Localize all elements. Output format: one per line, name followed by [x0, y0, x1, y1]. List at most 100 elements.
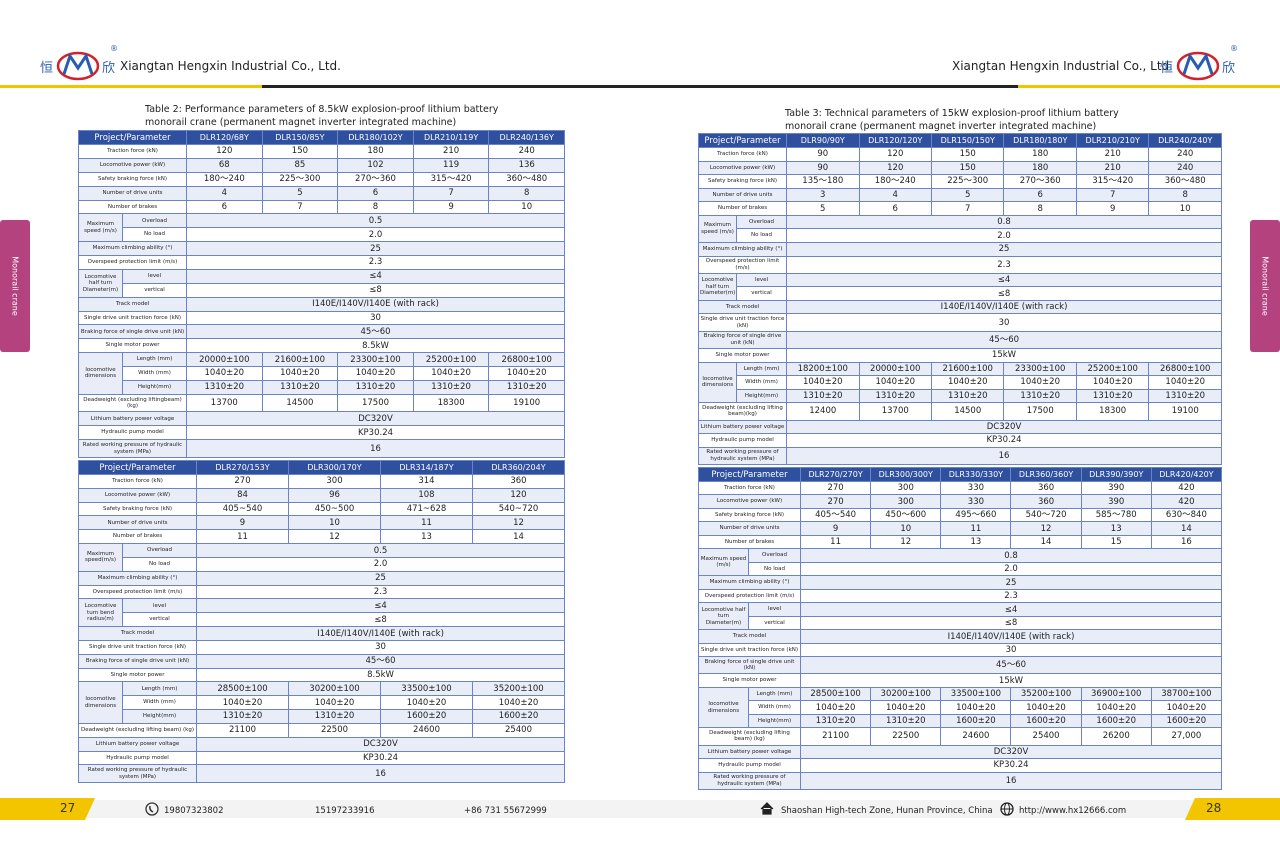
value-cell: 24600	[379, 722, 473, 738]
table-row: Maximum speed(m/s) Overload 0.5	[78, 543, 565, 572]
row-label: Overload	[121, 213, 188, 229]
row-label: Number of brakes	[697, 534, 802, 550]
rule	[0, 85, 262, 88]
table-row: Number of drive units 4 5 6 7 8	[77, 185, 565, 201]
header-cell: Project/Parameter	[77, 460, 198, 475]
value-cell: 180～240	[186, 171, 263, 187]
value-cell: 8	[1148, 187, 1222, 203]
header-cell: DLR300/300Y	[870, 467, 942, 482]
value-cell: 7	[412, 185, 490, 201]
value-cell: 300	[870, 480, 942, 496]
header-cell: DLR300/170Y	[288, 460, 381, 475]
row-label: Overload	[121, 543, 198, 558]
value-cell: 35200±100	[1010, 686, 1082, 702]
row-label: Locomotive power (kW)	[77, 487, 198, 503]
value-cell: 135～180	[786, 174, 860, 189]
logo-char: 恒	[1160, 61, 1173, 76]
row-label: Traction force (kN)	[77, 474, 198, 489]
value-cell: 1310±20	[858, 388, 932, 404]
value-cell: 240	[1148, 160, 1222, 176]
row-label: Height(mm)	[121, 709, 198, 724]
value-cell: 1040±20	[196, 695, 289, 711]
value-cell: 4	[186, 185, 263, 201]
logo: 恒 欣 ®	[1160, 44, 1238, 81]
value-cell: 17500	[337, 393, 414, 413]
table-row: Single drive unit traction force (kN) 30	[77, 310, 565, 326]
row-label: Deadweight (excluding liftingbeam)(kg)	[77, 393, 188, 413]
value-cell: 420	[1150, 494, 1223, 509]
company-name: Xiangtan Hengxin Industrial Co., Ltd.	[120, 59, 341, 73]
header-cell: DLR270/270Y	[800, 467, 872, 482]
row-label: Single drive unit traction force (kN)	[77, 639, 198, 655]
row-label: vertical	[735, 286, 788, 301]
value-cell: 19100	[488, 393, 565, 413]
table-row: Rated working pressure of hydraulic syst…	[77, 439, 565, 458]
page-tab	[1185, 798, 1280, 820]
page-tab-shape	[1185, 798, 1280, 820]
value-cell: 1600±20	[471, 709, 566, 724]
phone: 19807323802	[164, 806, 224, 816]
row-label: Single motor power	[77, 338, 188, 354]
value-cell: 45～60	[196, 653, 565, 669]
value-cell: 0.5	[186, 213, 565, 229]
value-cell: 9	[800, 521, 872, 536]
value-cell: KP30.24	[186, 425, 565, 441]
value-cell: 1310±20	[786, 388, 860, 404]
row-label: Braking force of single drive unit (kN)	[697, 330, 788, 349]
row-label: Hydraulic pump model	[697, 758, 802, 773]
value-cell: 90	[786, 160, 860, 176]
row-label: Width (mm)	[121, 366, 188, 381]
table-row: locomotive dimensions Length (mm) 18200±10…	[698, 361, 1222, 404]
value-cell: 150	[930, 147, 1005, 162]
table-row: Width (mm) 1040±20 1040±20 1040±20 1040±20 10…	[699, 375, 1222, 390]
value-cell: 13700	[186, 393, 263, 413]
row-label: Maximum climbing ability (°)	[697, 241, 788, 257]
table-row: Hydraulic pump model KP30.24	[77, 750, 565, 766]
registered: ®	[1230, 44, 1238, 53]
spec-table: Project/Parameter DLR270/270Y DLR300/300Y D…	[697, 467, 1223, 791]
row-label: Overload	[735, 214, 788, 230]
table-row: Deadweight (excluding lifting beam) (kg)…	[697, 727, 1223, 746]
value-cell: 180	[337, 144, 414, 159]
value-cell: 1040±20	[1003, 375, 1077, 390]
value-cell: 1040±20	[471, 695, 566, 711]
table-row: Height(mm) 1310±20 1310±20 1600±20 1600±20	[79, 709, 566, 724]
value-cell: ≤8	[800, 615, 1222, 631]
row-label: Overspeed protection limit (m/s)	[697, 255, 788, 274]
value-cell: 315～420	[1075, 174, 1150, 189]
value-cell: 240	[488, 144, 565, 159]
row-label: Deadweight (excluding lifting beam) (kg)	[697, 727, 802, 746]
value-cell: 45～60	[786, 330, 1222, 349]
spec-table: Project/Parameter DLR90/90Y DLR120/120Y DLR…	[697, 133, 1222, 466]
header-cell: DLR180/180Y	[1003, 133, 1077, 148]
row-label: Braking force of single drive unit (kN)	[77, 324, 188, 340]
value-cell: 20000±100	[186, 352, 263, 367]
value-cell: 12	[288, 529, 381, 545]
header-cell: DLR210/210Y	[1075, 133, 1150, 148]
value-cell: 1040±20	[800, 700, 872, 715]
row-label: No load	[121, 556, 198, 572]
value-cell: 1310±20	[800, 713, 872, 729]
header-cell: Project/Parameter	[697, 133, 788, 148]
value-cell: 180～240	[858, 174, 932, 189]
value-cell: 5	[786, 201, 860, 216]
table-row: Maximum speed (m/s) Overload 0.8	[698, 548, 1222, 577]
value-cell: 16	[196, 764, 565, 783]
table-row: Overspeed protection limit (m/s) 2.3	[77, 255, 565, 270]
value-cell: 1040±20	[1080, 700, 1152, 715]
row-label: Number of brakes	[697, 201, 788, 216]
table-row: Track model I140E/I140V/I140E (with rack)	[697, 299, 1222, 315]
value-cell: 26800±100	[488, 352, 565, 367]
value-cell: 360～480	[488, 171, 565, 187]
row-label: Number of drive units	[697, 187, 788, 203]
value-cell: 405～540	[800, 507, 872, 523]
value-cell: 1310±20	[337, 379, 414, 395]
row-label: No load	[121, 227, 188, 243]
value-cell: ≤4	[786, 272, 1222, 288]
table-row: Braking force of single drive unit (kN) 4…	[697, 656, 1222, 675]
value-cell: 38700±100	[1150, 686, 1223, 702]
value-cell: 25	[786, 241, 1222, 257]
header-cell: Project/Parameter	[697, 467, 802, 482]
value-cell: 1600±20	[1150, 713, 1223, 729]
